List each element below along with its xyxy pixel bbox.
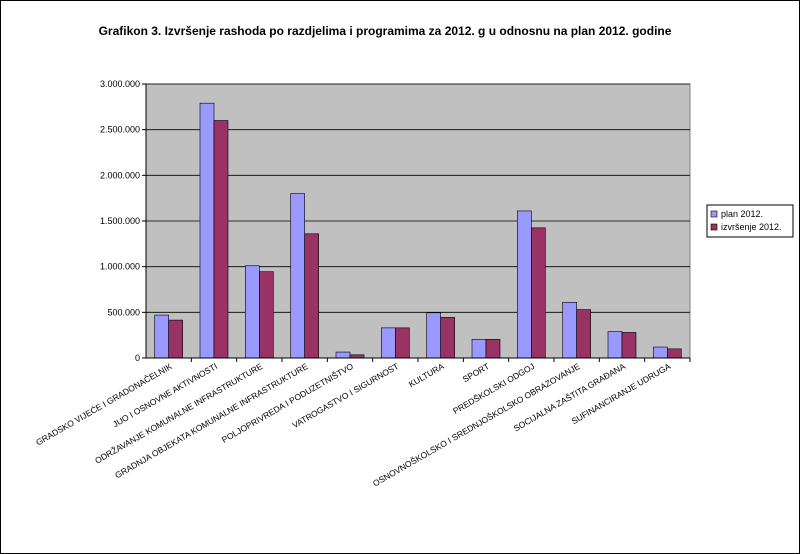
y-tick-label: 1.500.000 [100, 216, 140, 226]
bar-izvrsenje [667, 348, 682, 359]
bar-izvrsenje [168, 319, 183, 359]
y-tick-label: 500.000 [107, 307, 140, 317]
legend-swatch [710, 223, 718, 231]
bar-plan [562, 301, 577, 359]
x-category-label: PREDŠKOLSKI ODGOJ [451, 361, 536, 416]
bar-izvrsenje [213, 120, 229, 359]
bar-izvrsenje [395, 327, 410, 359]
x-category-label: SPORT [461, 361, 491, 384]
x-category-label: OSNOVNOŠKOLSKO I SREDNJOŠKOLSKO OBRAZOVA… [371, 361, 582, 489]
bar-izvrsenje [485, 338, 501, 359]
y-tick-label: 2.000.000 [100, 170, 140, 180]
bar-plan [245, 265, 260, 359]
x-category-label: ODRŽAVANJE KOMUNALNE INFRASTRUKTURE [93, 361, 264, 466]
y-tick-label: 1.000.000 [100, 262, 140, 272]
bar-izvrsenje [259, 271, 274, 359]
bar-izvrsenje [440, 317, 455, 359]
bar-izvrsenje [531, 227, 546, 359]
y-tick-label: 2.500.000 [100, 125, 140, 135]
chart-title: Grafikon 3. Izvršenje rashoda po razdjel… [98, 24, 672, 38]
bar-plan [653, 346, 668, 359]
bar-izvrsenje [576, 309, 591, 359]
legend-box [706, 204, 794, 238]
bar-plan [335, 351, 351, 359]
bar-plan [517, 210, 532, 359]
bar-plan [154, 314, 169, 359]
bar-plan [290, 193, 305, 359]
bar-plan [607, 331, 623, 359]
legend-label: izvršenje 2012. [721, 222, 782, 232]
bar-plan [426, 312, 441, 359]
bar-izvrsenje [621, 332, 637, 359]
y-tick-label: 0 [135, 353, 140, 363]
y-tick-label: 3.000.000 [100, 79, 140, 89]
bar-plan [471, 338, 487, 359]
x-category-label: KULTURA [407, 361, 446, 389]
bar-plan [199, 102, 215, 359]
legend-swatch [710, 210, 718, 218]
bar-plan [381, 327, 396, 359]
bar-izvrsenje [304, 233, 319, 359]
legend-label: plan 2012. [721, 209, 763, 219]
